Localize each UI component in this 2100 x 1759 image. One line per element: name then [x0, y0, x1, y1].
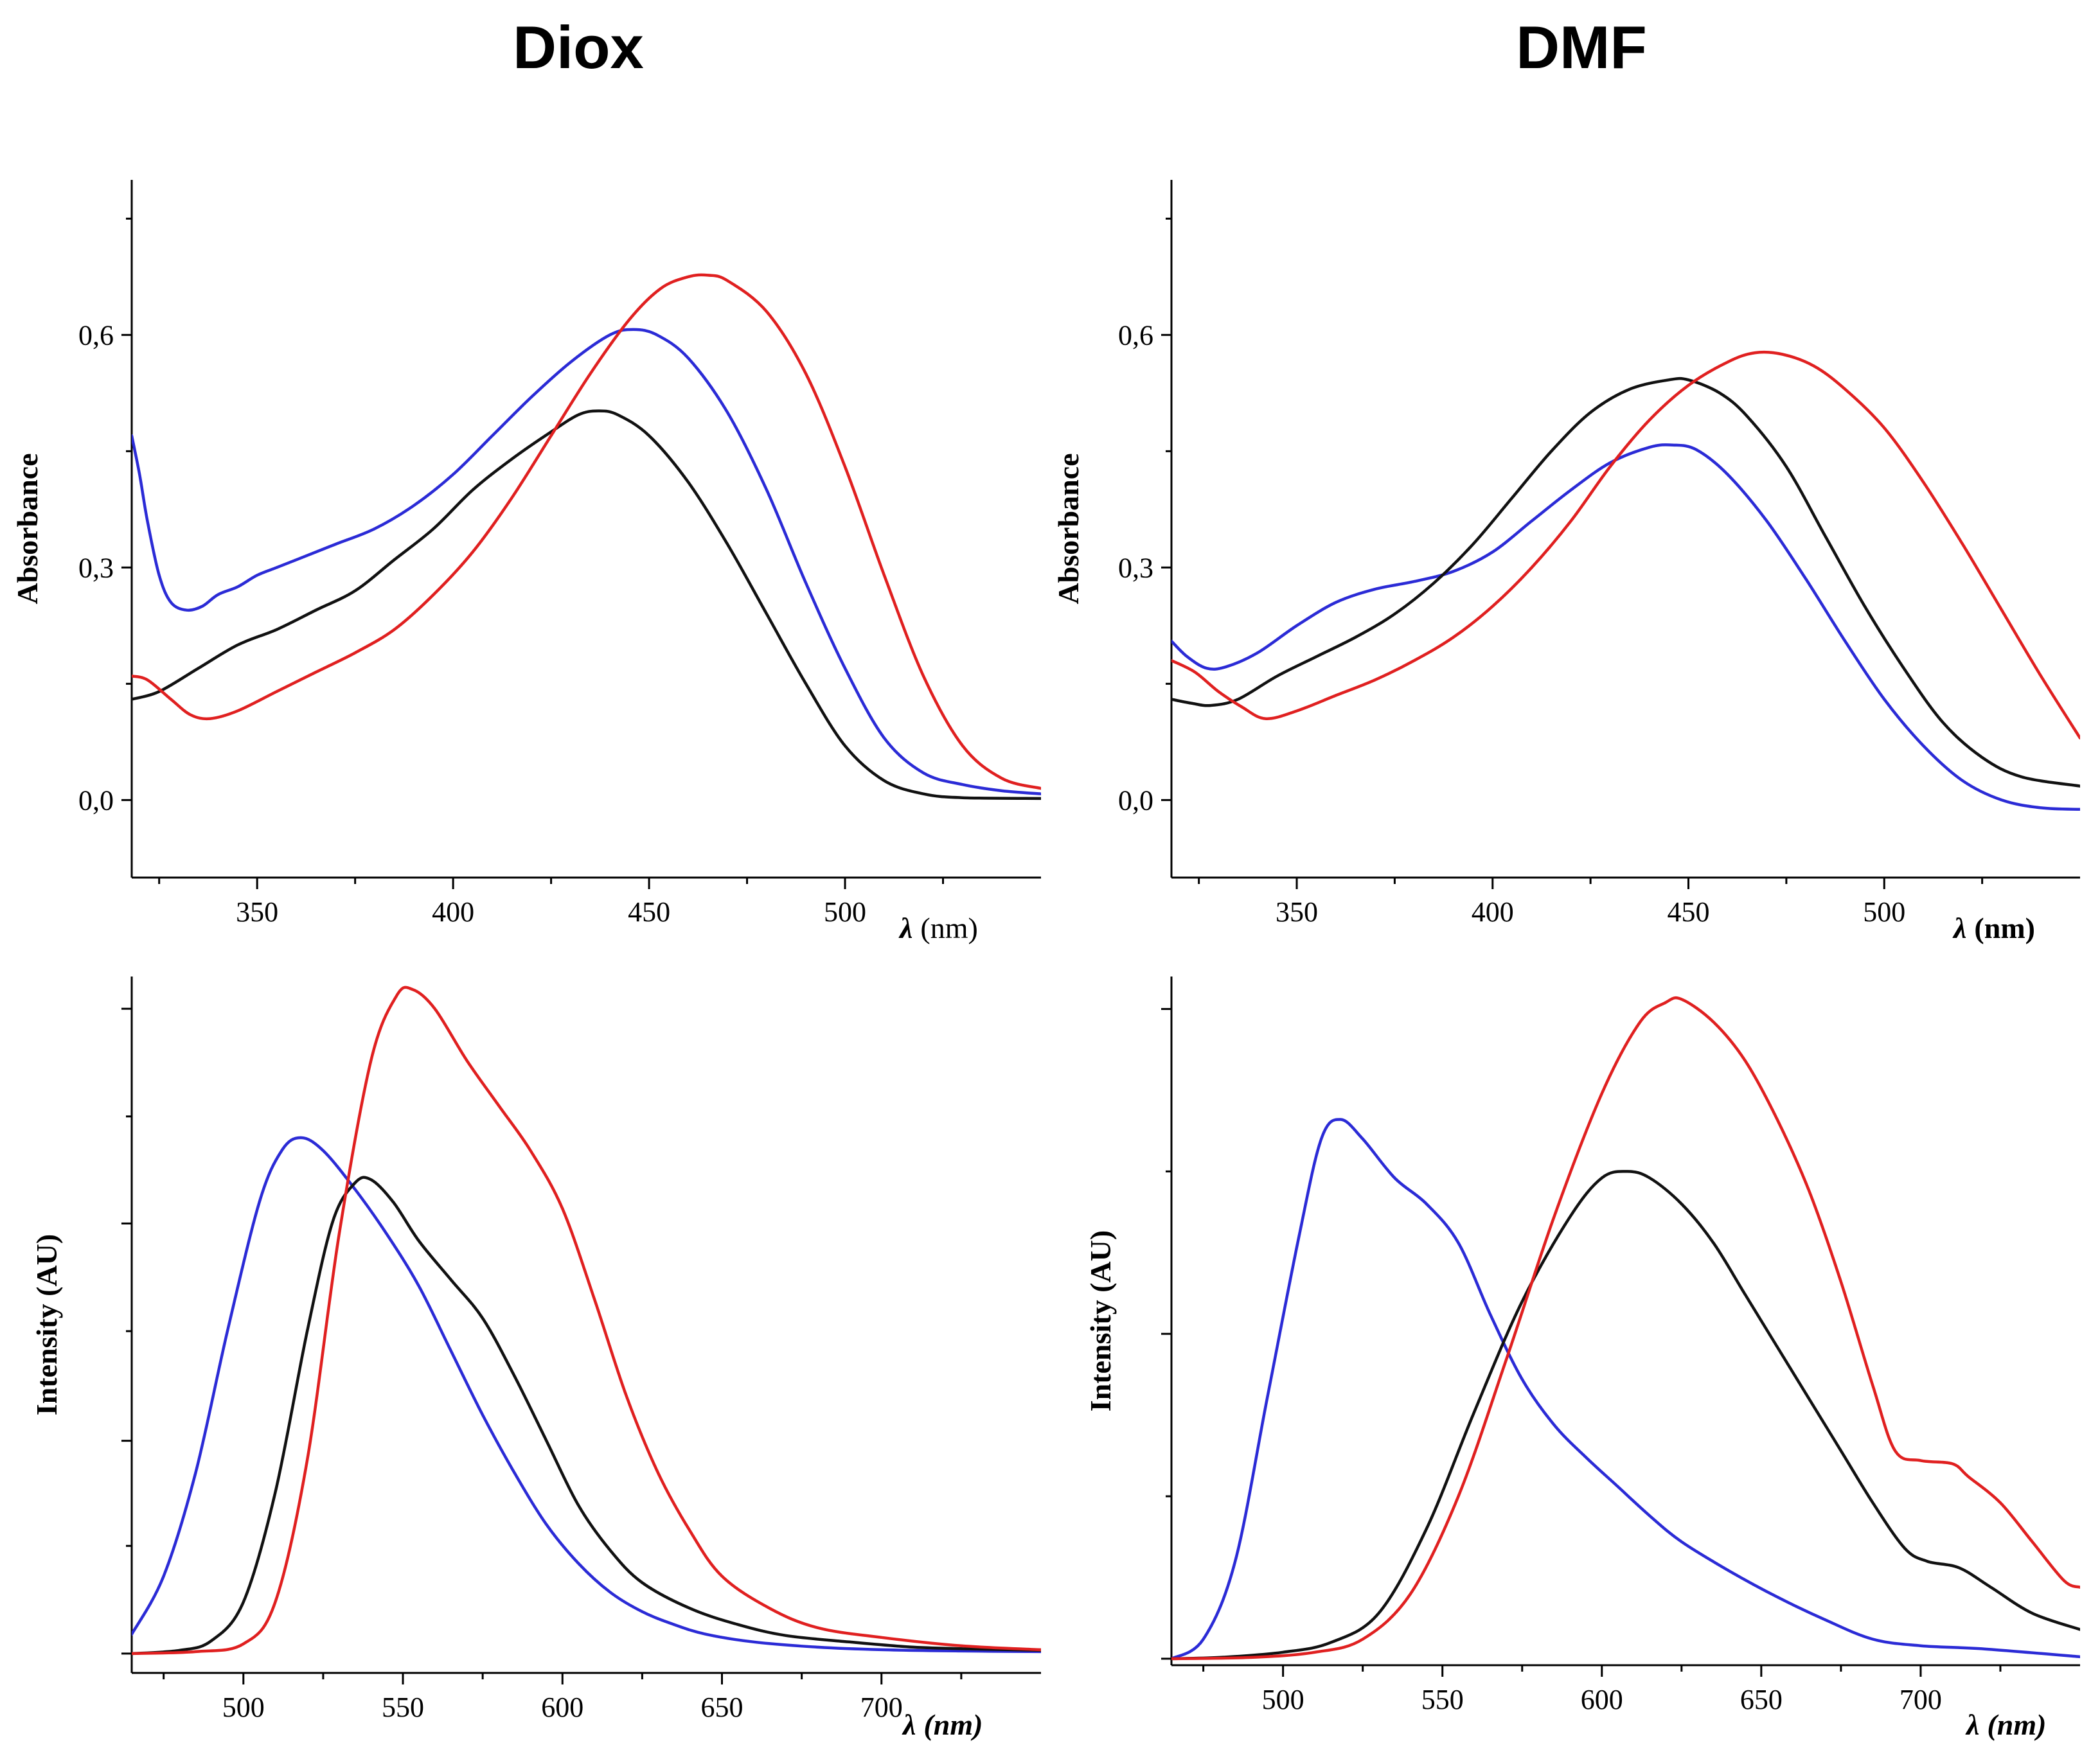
x-tick-label: 550 [1421, 1684, 1464, 1715]
x-unit: (nm) [1974, 912, 2035, 944]
x-tick-label: 350 [236, 896, 278, 928]
lambda-symbol: λ [1965, 1708, 1979, 1741]
x-unit: (nm) [920, 912, 977, 944]
x-tick-label: 400 [1472, 896, 1514, 928]
series-line-red [132, 986, 1041, 1656]
y-tick-label: 0,3 [1118, 552, 1153, 583]
x-tick-label: 600 [1581, 1684, 1623, 1715]
y-tick-label: 0,3 [78, 552, 114, 583]
dmf-heading: DMF [1516, 13, 1647, 81]
x-tick-label: 450 [1668, 896, 1710, 928]
x-tick-label: 650 [1740, 1684, 1783, 1715]
series-line-red [132, 273, 1041, 790]
y-tick-label: 0,6 [1118, 319, 1153, 351]
x-tick-label: 500 [1262, 1684, 1304, 1715]
series-line-blue [132, 328, 1041, 795]
series-line-black [132, 1176, 1041, 1656]
lambda-symbol: λ [898, 912, 912, 944]
series-line-black [1171, 376, 2080, 788]
y-axis-label: Absorbance [11, 453, 44, 604]
y-axis-label: Intensity (AU) [1084, 1230, 1117, 1411]
x-tick-label: 550 [382, 1692, 424, 1723]
y-tick-label: 0,0 [1118, 784, 1153, 816]
x-axis-label: λ (nm) [898, 912, 978, 944]
em-diox-chart: 500 550 600 650 700 Intensity (AU) λ (nm) [30, 977, 1041, 1741]
y-tick-label: 0,0 [78, 784, 114, 816]
series-line-blue [1171, 1118, 2080, 1661]
x-tick-label: 400 [432, 896, 474, 928]
x-tick-label: 450 [628, 896, 670, 928]
x-tick-label: 500 [1863, 896, 1905, 928]
x-axis-label: λ (nm) [902, 1708, 983, 1741]
series-line-red [1171, 350, 2080, 740]
series-line-red [1171, 996, 2080, 1661]
series-line-black [1171, 1170, 2080, 1661]
y-tick-label: 0,6 [78, 319, 114, 351]
x-tick-label: 600 [541, 1692, 583, 1723]
x-unit: (nm) [923, 1708, 983, 1741]
series-line-black [132, 409, 1041, 800]
x-tick-label: 700 [860, 1692, 903, 1723]
em-dmf-chart: 500 550 600 650 700 Intensity (AU) λ (nm) [1084, 977, 2080, 1741]
diox-heading: Diox [513, 13, 644, 81]
y-axis-label: Intensity (AU) [30, 1234, 63, 1415]
x-axis-label: λ (nm) [1965, 1708, 2046, 1741]
x-tick-label: 350 [1276, 896, 1318, 928]
series-line-blue [132, 1136, 1041, 1654]
lambda-symbol: λ [902, 1708, 916, 1741]
abs-dmf-chart: 350 400 450 500 0,0 0,3 0,6 Absorbance λ (nm) [1052, 180, 2080, 944]
x-axis-label: λ (nm) [1952, 912, 2035, 944]
abs-diox-chart: 350 400 450 500 0,0 0,3 0,6 Absorbance λ (nm) [11, 180, 1041, 944]
y-axis-label: Absorbance [1052, 453, 1085, 604]
x-tick-label: 700 [1900, 1684, 1942, 1715]
x-tick-label: 500 [222, 1692, 265, 1723]
x-tick-label: 500 [824, 896, 866, 928]
x-unit: (nm) [1987, 1708, 2046, 1741]
lambda-symbol: λ [1952, 912, 1966, 944]
series-line-blue [1171, 443, 2080, 811]
x-tick-label: 650 [701, 1692, 743, 1723]
